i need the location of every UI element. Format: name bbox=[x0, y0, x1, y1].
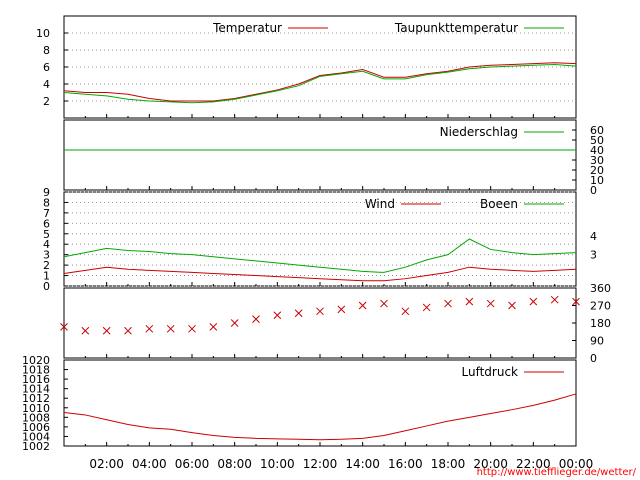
legend-label: Luftdruck bbox=[461, 365, 518, 379]
data-point bbox=[273, 311, 282, 320]
x-tick-label: 02:00 bbox=[89, 457, 124, 471]
y-tick-label: 1006 bbox=[22, 421, 50, 434]
x-tick-label: 14:00 bbox=[345, 457, 380, 471]
y-tick-label: 270 bbox=[590, 300, 611, 313]
x-tick-label: 20:00 bbox=[473, 457, 508, 471]
y-tick-label: 8 bbox=[43, 44, 50, 57]
y-tick-label: 1012 bbox=[22, 392, 50, 405]
x-tick-label: 04:00 bbox=[132, 457, 167, 471]
y-tick-label: 1018 bbox=[22, 364, 50, 377]
data-point bbox=[316, 307, 324, 316]
time-axis: 02:00 04:00 06:00 08:00 10:00 12:00 14:00 16:00… bbox=[89, 457, 593, 471]
panel-wind-direction: 0 90 180 270 360 bbox=[60, 282, 611, 365]
data-point bbox=[465, 297, 474, 306]
y-tick-label: 1020 bbox=[22, 354, 50, 367]
legend-label: Boeen bbox=[480, 197, 518, 211]
y-tick-label: 1016 bbox=[22, 373, 50, 386]
y-tick-label: 50 bbox=[590, 134, 604, 147]
x-tick-label: 00:00 bbox=[559, 457, 594, 471]
y-tick-label: 1 bbox=[43, 270, 50, 283]
y-tick-label: 20 bbox=[590, 164, 604, 177]
series-line-temperatur bbox=[63, 62, 577, 102]
panel-pressure: 1002100410061008101010121014101610181020… bbox=[22, 354, 577, 453]
data-point bbox=[209, 323, 218, 331]
series-line-wind bbox=[63, 266, 577, 282]
series-line-luftdruck bbox=[63, 393, 577, 441]
y-tick-label: 3 bbox=[43, 249, 50, 262]
data-point bbox=[486, 299, 495, 308]
data-point bbox=[124, 326, 132, 335]
series-line-boeen bbox=[63, 238, 577, 273]
x-tick-label: 18:00 bbox=[431, 457, 466, 471]
data-point bbox=[188, 324, 196, 333]
y-tick-label: 8 bbox=[43, 196, 50, 209]
data-point bbox=[166, 324, 175, 333]
data-point bbox=[102, 326, 111, 335]
y-tick-label: 1008 bbox=[22, 411, 50, 424]
y-tick-label: 5 bbox=[43, 228, 50, 241]
x-tick-label: 12:00 bbox=[303, 457, 338, 471]
y-tick-label: 0 bbox=[590, 352, 597, 365]
data-point bbox=[572, 297, 580, 306]
data-point bbox=[422, 303, 431, 312]
y-tick-label: 90 bbox=[590, 335, 604, 348]
y-tick-label: 40 bbox=[590, 144, 604, 157]
data-point bbox=[294, 309, 303, 318]
panel-frame bbox=[63, 287, 577, 359]
y-tick-label: 0 bbox=[43, 280, 50, 293]
y-tick-label: 2 bbox=[43, 95, 50, 108]
data-point bbox=[60, 323, 68, 331]
y-tick-label: 7 bbox=[43, 207, 50, 220]
series-line-taupunkttemperatur bbox=[63, 63, 577, 104]
y-tick-label: 10 bbox=[590, 174, 604, 187]
y-tick-label: 2 bbox=[43, 259, 50, 272]
data-point bbox=[252, 315, 260, 323]
data-point bbox=[230, 319, 239, 327]
data-point bbox=[81, 326, 90, 335]
data-point bbox=[380, 299, 388, 308]
data-point bbox=[358, 301, 367, 310]
x-tick-label: 08:00 bbox=[217, 457, 252, 471]
y-tick-label: 0 bbox=[590, 184, 597, 197]
x-tick-label: 06:00 bbox=[175, 457, 210, 471]
y-tick-label: 30 bbox=[590, 154, 604, 167]
data-point bbox=[401, 307, 410, 316]
y-tick-label: 6 bbox=[43, 61, 50, 74]
x-tick-label: 16:00 bbox=[388, 457, 423, 471]
x-tick-label: 10:00 bbox=[260, 457, 295, 471]
panel-temperature: 2 4 6 8 10 Temperatur Taupunkttemperatur bbox=[36, 15, 577, 119]
x-tick-label: 22:00 bbox=[516, 457, 551, 471]
y2-tick-label: 3 bbox=[590, 249, 597, 262]
y2-tick-label: 4 bbox=[590, 230, 597, 243]
legend-label: Wind bbox=[365, 197, 395, 211]
y-tick-label: 1014 bbox=[22, 383, 50, 396]
y-tick-label: 1002 bbox=[22, 440, 50, 453]
y-tick-label: 4 bbox=[43, 78, 50, 91]
y-tick-label: 180 bbox=[590, 317, 611, 330]
data-point bbox=[145, 324, 154, 333]
data-point bbox=[550, 295, 559, 304]
y-tick-label: 10 bbox=[36, 27, 50, 40]
y-tick-label: 60 bbox=[590, 124, 604, 137]
y-tick-label: 6 bbox=[43, 217, 50, 230]
data-point bbox=[529, 297, 538, 306]
data-point bbox=[444, 299, 452, 308]
y-tick-label: 1010 bbox=[22, 402, 50, 415]
legend-label: Temperatur bbox=[212, 21, 282, 35]
data-point bbox=[337, 305, 346, 314]
y-tick-label: 360 bbox=[590, 282, 611, 295]
y-tick-label: 4 bbox=[43, 238, 50, 251]
legend-label: Taupunkttemperatur bbox=[394, 21, 518, 35]
y-tick-label: 9 bbox=[43, 186, 50, 199]
legend-label: Niederschlag bbox=[440, 125, 518, 139]
data-point bbox=[508, 301, 516, 310]
credit-link[interactable]: http://www.tiefflieger.de/wetter/ bbox=[477, 467, 637, 478]
y-tick-label: 1004 bbox=[22, 430, 50, 443]
